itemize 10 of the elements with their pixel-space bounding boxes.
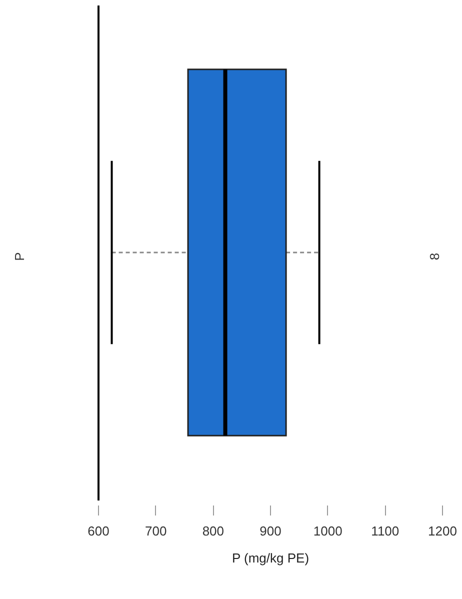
x-tick-label: 800 <box>202 524 224 538</box>
x-tick-label: 1100 <box>371 524 400 538</box>
x-tick-label: 900 <box>260 524 282 538</box>
x-tick-label: 700 <box>144 524 167 538</box>
x-tick-label: 1000 <box>313 524 342 538</box>
text: P <box>12 252 27 261</box>
x-axis-title: P (mg/kg PE) <box>232 550 310 566</box>
annotation: 8 <box>427 252 442 260</box>
x-tick-label: 600 <box>88 524 110 538</box>
x-tick-label: 1200 <box>428 524 457 538</box>
